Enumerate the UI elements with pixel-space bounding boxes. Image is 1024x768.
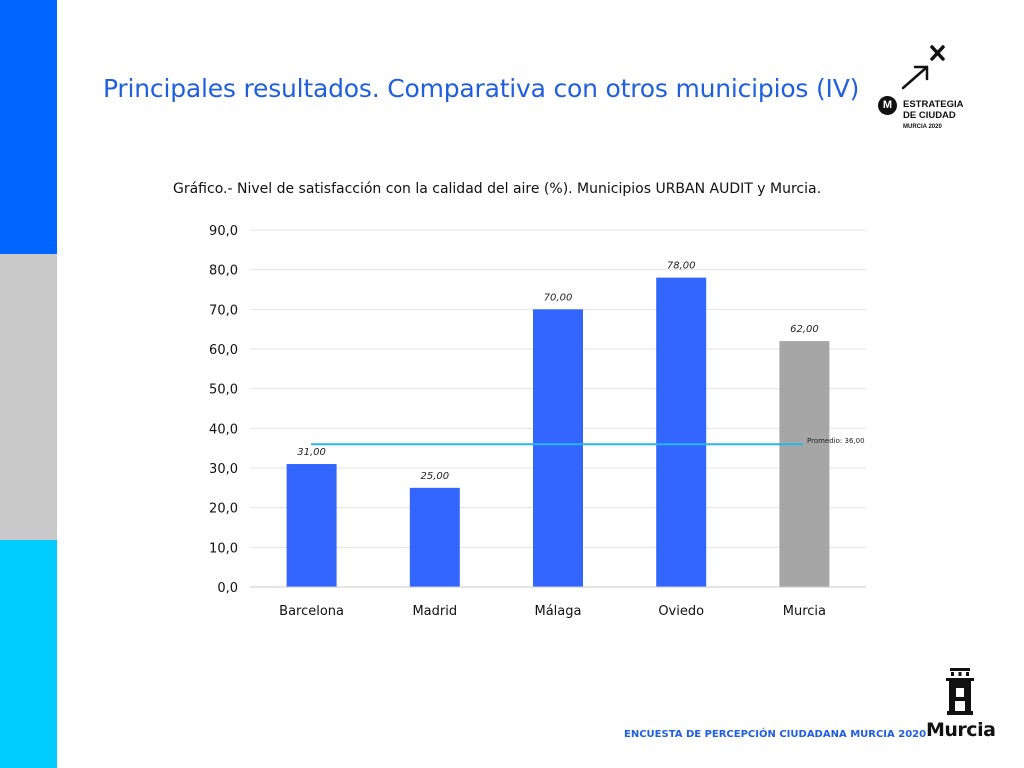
logo-line-2: DE CIUDAD <box>903 110 956 121</box>
bar-value-label: 78,00 <box>667 261 696 272</box>
bar <box>409 487 460 587</box>
y-tick-label: 90,0 <box>209 224 238 239</box>
y-tick-label: 40,0 <box>209 422 238 437</box>
y-tick-label: 80,0 <box>209 264 238 279</box>
y-tick-label: 70,0 <box>209 303 238 318</box>
strategy-m-badge: M <box>878 96 897 115</box>
footer-survey-title: ENCUESTA DE PERCEPCIÓN CIUDADANA MURCIA … <box>624 729 927 740</box>
side-band-blue <box>0 0 57 254</box>
logo-line-1: ESTRATEGIA <box>903 99 964 110</box>
bar-value-label: 25,00 <box>420 471 449 482</box>
slide-title: Principales resultados. Comparativa con … <box>103 74 860 103</box>
side-band-gray <box>0 254 57 540</box>
y-tick-label: 30,0 <box>209 462 238 477</box>
arrow-x-logo-icon <box>901 45 945 90</box>
bar-value-label: 70,00 <box>544 292 573 303</box>
average-label: Promedio: 36,00 <box>807 437 865 445</box>
x-tick-label: Madrid <box>412 604 457 619</box>
bar <box>779 341 830 587</box>
x-tick-label: Málaga <box>535 604 582 619</box>
bar-value-label: 31,00 <box>297 447 326 458</box>
side-band-cyan <box>0 540 57 768</box>
y-tick-label: 50,0 <box>209 383 238 398</box>
logo-line-3: MURCIA 2020 <box>903 124 942 130</box>
chart-title: Gráfico.- Nivel de satisfacción con la c… <box>173 181 822 197</box>
bar <box>533 309 583 587</box>
city-crest-icon <box>946 668 974 715</box>
y-tick-label: 10,0 <box>209 541 238 556</box>
bar <box>286 464 337 587</box>
x-tick-label: Oviedo <box>658 604 704 619</box>
x-tick-label: Murcia <box>783 604 826 619</box>
y-tick-label: 0,0 <box>217 581 238 596</box>
bar-value-label: 62,00 <box>790 324 819 335</box>
y-tick-label: 60,0 <box>209 343 238 358</box>
y-tick-label: 20,0 <box>209 502 238 517</box>
bar <box>656 277 707 587</box>
x-tick-label: Barcelona <box>279 604 344 619</box>
murcia-wordmark: Murcia <box>926 719 996 741</box>
